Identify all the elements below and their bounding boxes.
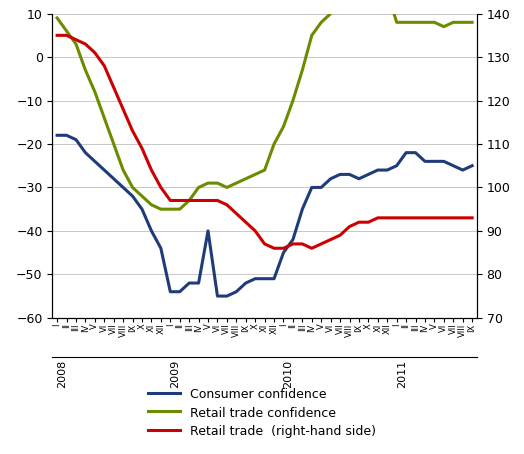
Legend: Consumer confidence, Retail trade confidence, Retail trade  (right-hand side): Consumer confidence, Retail trade confid…: [144, 382, 380, 443]
